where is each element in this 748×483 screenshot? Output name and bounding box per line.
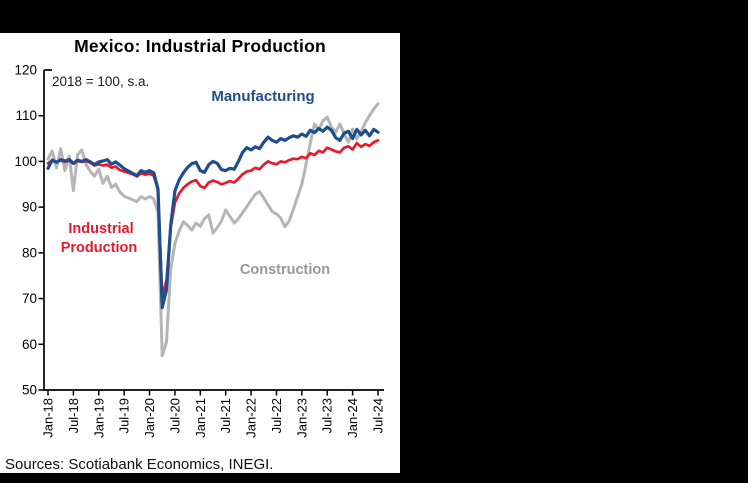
x-tick-label: Jan-19 (91, 398, 106, 438)
x-tick-label: Jul-23 (320, 398, 335, 433)
y-tick-label: 120 (14, 63, 37, 78)
x-tick-label: Jul-18 (66, 398, 81, 433)
y-tick-label: 80 (22, 245, 37, 260)
x-tick-label: Jan-24 (345, 398, 360, 438)
x-tick-label: Jul-20 (167, 398, 182, 433)
x-tick-label: Jul-21 (218, 398, 233, 433)
sources-note: Sources: Scotiabank Economics, INEGI. (5, 456, 274, 473)
x-tick-label: Jul-24 (371, 398, 386, 433)
x-tick-label: Jul-22 (269, 398, 284, 433)
y-tick-label: 110 (15, 108, 37, 123)
chart-subtitle: 2018 = 100, s.a. (52, 74, 150, 89)
chart-title: Mexico: Industrial Production (74, 36, 326, 56)
y-tick-label: 100 (14, 154, 37, 169)
industrial-production-line (46, 139, 380, 298)
manufacturing-label: Manufacturing (211, 88, 314, 105)
y-tick-label: 50 (22, 383, 37, 398)
industrial-production-label-line2: Production (61, 240, 138, 256)
x-tick-label: Jan-22 (244, 398, 259, 438)
x-tick-label: Jul-19 (117, 398, 132, 433)
x-tick-label: Jan-18 (41, 398, 56, 438)
construction-line (46, 102, 380, 358)
construction-label: Construction (240, 262, 330, 278)
x-tick-label: Jan-23 (294, 398, 309, 438)
x-tick-label: Jan-20 (142, 398, 157, 438)
industrial-production-label-line1: Industrial (68, 221, 133, 237)
line-chart: 120 110 100 90 80 70 60 50 Jan-18 Jul-18 Jan-19 Jul… (14, 63, 386, 438)
y-tick-label: 60 (22, 337, 37, 352)
manufacturing-line (46, 125, 380, 310)
chart-panel: Mexico: Industrial Production 2018 = 100… (0, 33, 400, 473)
y-tick-label: 90 (22, 200, 37, 215)
x-tick-label: Jan-21 (193, 398, 208, 438)
y-tick-label: 70 (22, 291, 37, 306)
